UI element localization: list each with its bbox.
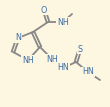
Text: NH: NH [57, 18, 69, 27]
Text: O: O [41, 5, 47, 15]
Text: S: S [77, 45, 83, 54]
Text: HN: HN [82, 68, 94, 77]
Text: N: N [15, 33, 21, 42]
Text: NH: NH [46, 54, 58, 63]
Text: HN: HN [57, 63, 69, 73]
Text: NH: NH [22, 56, 34, 65]
